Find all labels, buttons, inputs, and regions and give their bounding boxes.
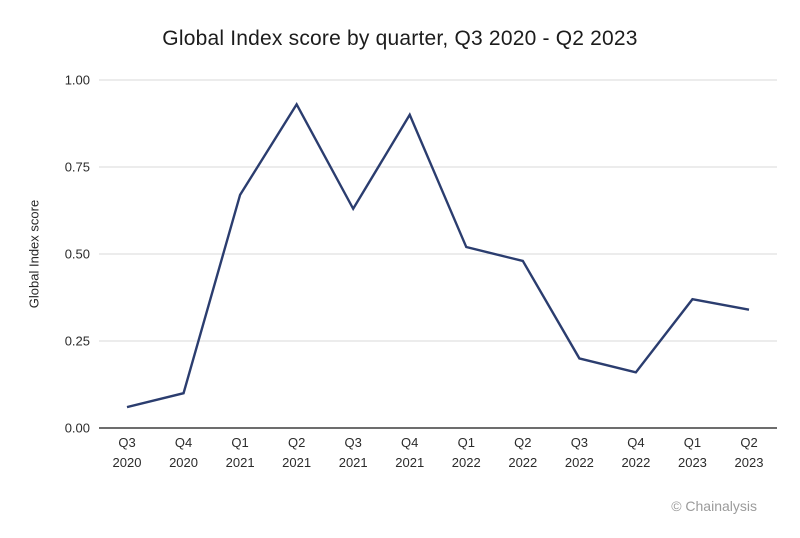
y-tick-label: 1.00 xyxy=(65,73,90,88)
x-tick-label-quarter: Q1 xyxy=(458,435,475,450)
x-tick-label-quarter: Q2 xyxy=(514,435,531,450)
x-tick-label-year: 2021 xyxy=(282,455,311,470)
x-tick-label-quarter: Q1 xyxy=(231,435,248,450)
x-tick-label-quarter: Q4 xyxy=(627,435,644,450)
x-tick-label-year: 2022 xyxy=(452,455,481,470)
x-tick-label-year: 2022 xyxy=(508,455,537,470)
chart-title: Global Index score by quarter, Q3 2020 -… xyxy=(162,27,638,50)
attribution-text: © Chainalysis xyxy=(671,498,757,514)
x-tick-label-quarter: Q2 xyxy=(288,435,305,450)
x-tick-label-quarter: Q3 xyxy=(571,435,588,450)
x-tick-label-year: 2023 xyxy=(735,455,764,470)
y-tick-label: 0.00 xyxy=(65,421,90,436)
x-tick-label-year: 2020 xyxy=(113,455,142,470)
x-tick-label-year: 2021 xyxy=(339,455,368,470)
y-tick-label: 0.75 xyxy=(65,160,90,175)
x-tick-label-year: 2022 xyxy=(565,455,594,470)
x-tick-label-year: 2020 xyxy=(169,455,198,470)
x-tick-label-quarter: Q4 xyxy=(175,435,192,450)
x-tick-label-year: 2022 xyxy=(621,455,650,470)
x-tick-label-year: 2021 xyxy=(226,455,255,470)
y-tick-label: 0.50 xyxy=(65,247,90,262)
y-tick-label: 0.25 xyxy=(65,334,90,349)
x-tick-label-quarter: Q3 xyxy=(345,435,362,450)
x-tick-label-quarter: Q1 xyxy=(684,435,701,450)
series-line-global-index-score xyxy=(126,101,750,409)
x-tick-label-quarter: Q2 xyxy=(740,435,757,450)
x-tick-label-year: 2021 xyxy=(395,455,424,470)
x-tick-label-quarter: Q3 xyxy=(118,435,135,450)
x-tick-label-quarter: Q4 xyxy=(401,435,418,450)
x-tick-label-year: 2023 xyxy=(678,455,707,470)
